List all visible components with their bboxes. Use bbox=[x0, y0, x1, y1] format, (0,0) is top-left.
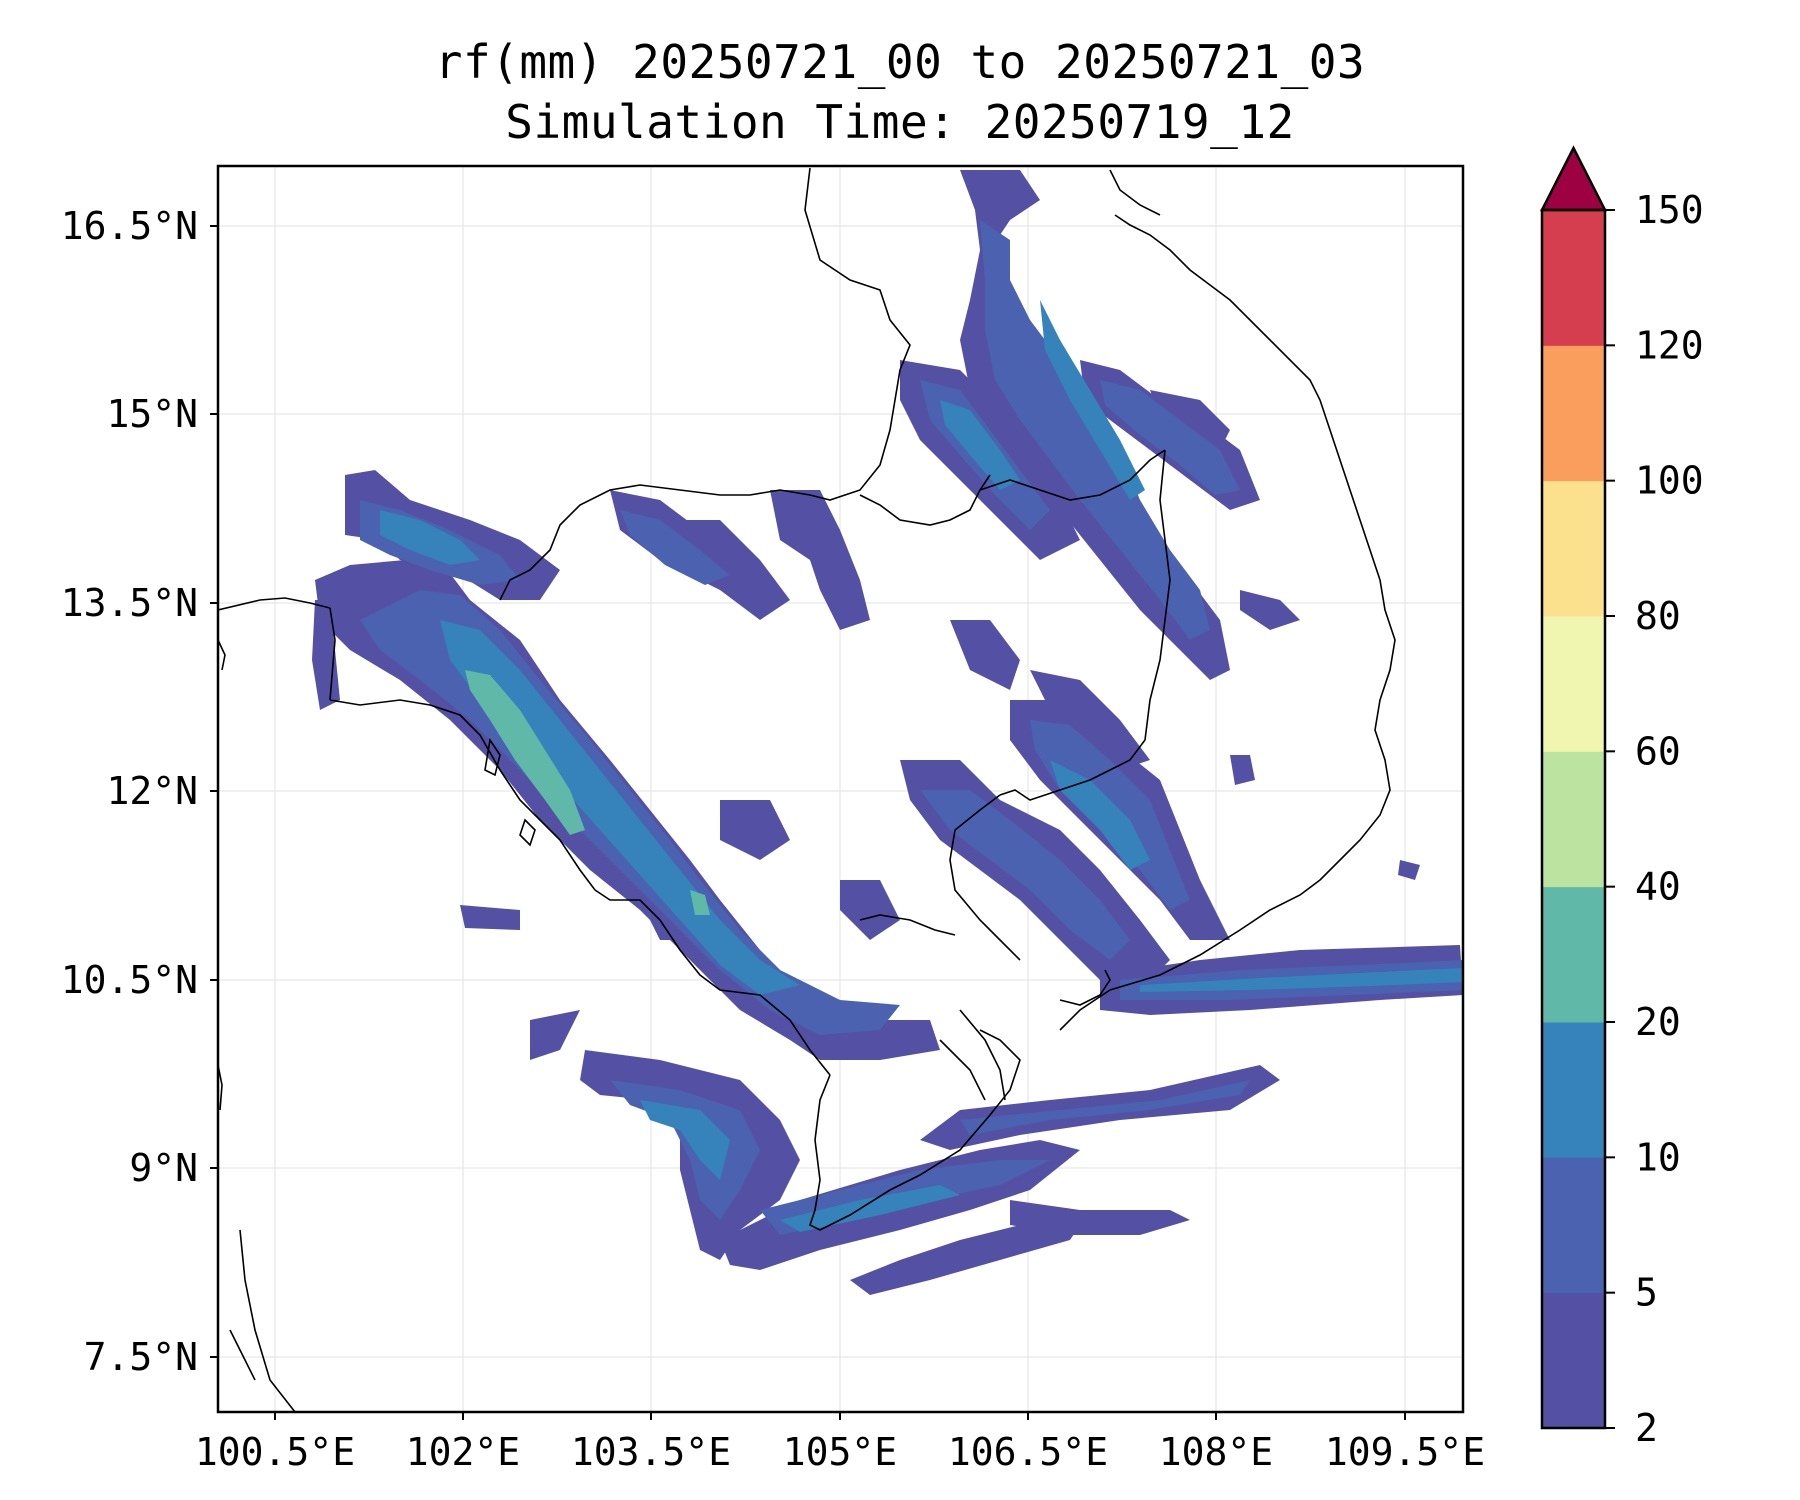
lat-tick-label: 13.5°N bbox=[61, 581, 198, 625]
colorbar-segment bbox=[1542, 1022, 1605, 1158]
latitude-ticks: 16.5°N 15°N 13.5°N 12°N 10.5°N 9°N 7.5°N bbox=[61, 204, 218, 1379]
colorbar-segment bbox=[1542, 616, 1605, 752]
title-line-2: Simulation Time: 20250719_12 bbox=[505, 95, 1295, 149]
colorbar-frame bbox=[1540, 208, 1607, 1430]
lon-tick-label: 109.5°E bbox=[1325, 1430, 1485, 1474]
colorbar-tick-label: 60 bbox=[1635, 729, 1681, 773]
lon-tick-label: 105°E bbox=[783, 1430, 897, 1474]
rain-band-10-20 bbox=[380, 300, 1463, 1232]
colorbar-segment bbox=[1542, 1157, 1605, 1294]
colorbar-segment bbox=[1542, 751, 1605, 888]
lat-tick-label: 12°N bbox=[106, 769, 198, 813]
colorbar-segment bbox=[1542, 1292, 1605, 1429]
chart-title: rf(mm) 20250721_00 to 20250721_03 Simula… bbox=[0, 32, 1800, 152]
colorbar-tick-label: 120 bbox=[1635, 323, 1704, 367]
colorbar-tick-label: 5 bbox=[1635, 1271, 1658, 1315]
colorbar-tick-label: 20 bbox=[1635, 1000, 1681, 1044]
title-line-1: rf(mm) 20250721_00 to 20250721_03 bbox=[434, 35, 1366, 89]
colorbar-tick-label: 150 bbox=[1635, 188, 1704, 232]
lat-tick-label: 10.5°N bbox=[61, 958, 198, 1002]
lon-tick-label: 106.5°E bbox=[948, 1430, 1108, 1474]
lon-tick-label: 108°E bbox=[1159, 1430, 1273, 1474]
colorbar-tick-label: 2 bbox=[1635, 1406, 1658, 1450]
lat-tick-label: 9°N bbox=[129, 1146, 198, 1190]
colorbar-tick-label: 100 bbox=[1635, 459, 1704, 503]
lat-tick-label: 7.5°N bbox=[84, 1335, 198, 1379]
lon-tick-label: 103.5°E bbox=[571, 1430, 731, 1474]
colorbar: 2 5 10 20 40 60 80 100 120 150 bbox=[1539, 145, 1704, 1450]
rain-band-20-40 bbox=[465, 670, 710, 915]
colorbar-tick-label: 80 bbox=[1635, 594, 1681, 638]
longitude-ticks: 100.5°E 102°E 103.5°E 105°E 106.5°E 108°E 109.… bbox=[195, 1412, 1485, 1474]
rainfall-contours bbox=[312, 170, 1463, 1295]
lon-tick-label: 102°E bbox=[406, 1430, 520, 1474]
lat-tick-label: 16.5°N bbox=[61, 204, 198, 248]
coastlines-borders bbox=[218, 167, 1396, 1412]
colorbar-segment bbox=[1542, 345, 1605, 482]
colorbar-segment bbox=[1542, 210, 1605, 346]
colorbar-tick-label: 10 bbox=[1635, 1135, 1681, 1179]
lon-tick-label: 100.5°E bbox=[195, 1430, 355, 1474]
colorbar-segment bbox=[1542, 480, 1605, 617]
lat-tick-label: 15°N bbox=[106, 392, 198, 436]
colorbar-extend-triangle bbox=[1539, 145, 1608, 212]
colorbar-tick-label: 40 bbox=[1635, 865, 1681, 909]
colorbar-segment bbox=[1542, 886, 1605, 1023]
